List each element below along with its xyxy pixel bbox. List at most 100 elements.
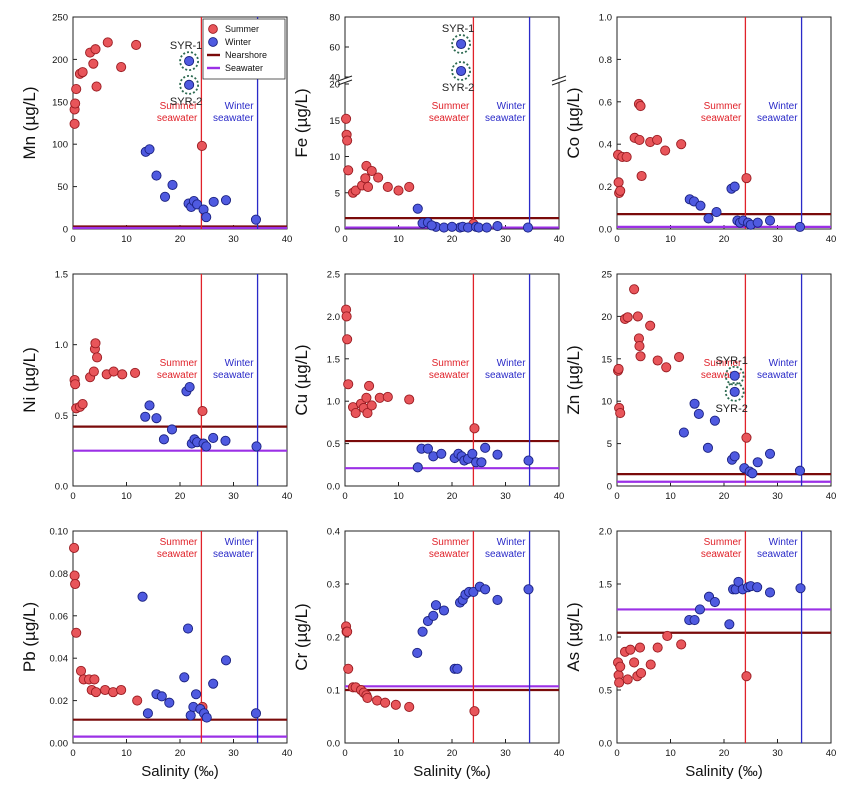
winter-point (220, 655, 232, 666)
summer-point (130, 367, 141, 378)
x-tick-label: 40 (826, 748, 837, 759)
y-tick-label: 0.4 (327, 527, 340, 538)
x-tick-label: 10 (665, 748, 676, 759)
summer-point (662, 630, 673, 641)
summer-point (382, 181, 393, 192)
axis-break-mark (551, 79, 567, 86)
x-tick-label: 30 (772, 491, 783, 502)
summer-point (382, 391, 393, 403)
summer-seawater-label: seawater (157, 549, 198, 560)
y-tick-label: 0.4 (599, 140, 612, 151)
x-tick-label: 40 (554, 748, 565, 759)
summer-point (469, 706, 480, 717)
x-tick-label: 0 (342, 748, 347, 759)
y-tick-label: 0.5 (599, 686, 612, 697)
summer-seawater-label: Summer (432, 358, 470, 369)
y-tick-label: 100 (52, 140, 68, 151)
x-tick-label: 0 (70, 748, 75, 759)
x-tick-label: 20 (719, 748, 730, 759)
y-tick-label: 0.5 (55, 411, 68, 422)
summer-point (634, 642, 646, 653)
winter-point (151, 170, 162, 181)
summer-point (632, 311, 643, 322)
summer-point (635, 351, 646, 362)
winter-seawater-label: seawater (757, 113, 798, 124)
summer-point (362, 408, 373, 419)
winter-point (729, 386, 740, 397)
summer-point (622, 674, 633, 685)
summer-point (741, 173, 752, 184)
summer-point (341, 311, 352, 322)
legend-label: Winter (225, 37, 251, 47)
y-tick-label: 0.0 (327, 739, 340, 750)
y-tick-label: 1.5 (55, 270, 68, 281)
summer-point (89, 674, 100, 685)
axis-break-mark (551, 75, 567, 82)
summer-point (342, 135, 353, 146)
summer-point (360, 173, 371, 184)
winter-point (480, 584, 491, 595)
y-tick-label: 0 (335, 225, 340, 236)
winter-seawater-label: Winter (497, 101, 527, 112)
winter-seawater-label: Winter (769, 537, 799, 548)
y-tick-label: 0.08 (50, 569, 69, 580)
summer-seawater-label: Summer (704, 101, 742, 112)
winter-point (709, 596, 720, 608)
winter-seawater-label: Winter (225, 101, 255, 112)
y-tick-label: 0 (607, 482, 612, 493)
y-tick-label: 20 (601, 312, 612, 323)
summer-point (366, 400, 377, 411)
summer-point (70, 578, 81, 590)
winter-point (752, 457, 763, 468)
winter-seawater-label: Winter (769, 101, 799, 112)
y-tick-label: 10 (329, 152, 340, 163)
summer-point (629, 657, 640, 668)
winter-point (220, 435, 231, 446)
winter-point (167, 179, 178, 190)
winter-point (468, 586, 479, 598)
winter-seawater-label: Winter (225, 537, 255, 548)
y-tick-label: 0.02 (50, 696, 69, 707)
x-tick-label: 0 (614, 234, 619, 245)
summer-point (69, 542, 80, 554)
x-tick-label: 30 (500, 234, 511, 245)
x-tick-label: 30 (500, 748, 511, 759)
legend-label: Seawater (225, 63, 263, 73)
summer-point (342, 626, 353, 637)
y-tick-label: 15 (329, 116, 340, 127)
axis-label: Pb (µg/L) (20, 602, 39, 672)
winter-point (140, 411, 151, 422)
x-tick-label: 30 (500, 491, 511, 502)
summer-point (625, 644, 636, 655)
summer-point (652, 355, 663, 366)
summer-point (404, 181, 415, 192)
x-tick-label: 10 (121, 234, 132, 245)
summer-point (636, 667, 647, 679)
winter-point (201, 212, 212, 223)
syr-ring (724, 381, 745, 402)
axis-label: Ni (µg/L) (20, 347, 39, 413)
summer-point (343, 165, 354, 176)
panel-ni: 0 10 20 30 400.00.51.01.5Ni (µg/L) Summerseaw… (20, 270, 292, 503)
winter-point (523, 584, 534, 595)
winter-point (220, 195, 232, 206)
y-tick-label: 0.1 (327, 686, 340, 697)
summer-point (629, 284, 640, 295)
summer-point (364, 380, 375, 391)
summer-point (613, 177, 624, 188)
x-tick-label: 10 (393, 748, 404, 759)
winter-point (764, 215, 776, 226)
summer-point (362, 692, 373, 704)
winter-point (523, 455, 534, 466)
panel-cu: 0 10 20 30 40 0.0 0.5 1.0 1.5 2.0 2.5 Cu (µg/L) Summ… (292, 270, 564, 503)
winter-point (179, 672, 190, 683)
summer-point (361, 392, 372, 403)
plot-frame (616, 530, 832, 744)
summer-point (652, 134, 663, 146)
winter-point (729, 370, 740, 381)
y-tick-label: 1.5 (599, 580, 612, 591)
summer-point (91, 81, 102, 92)
summer-point (90, 44, 101, 55)
